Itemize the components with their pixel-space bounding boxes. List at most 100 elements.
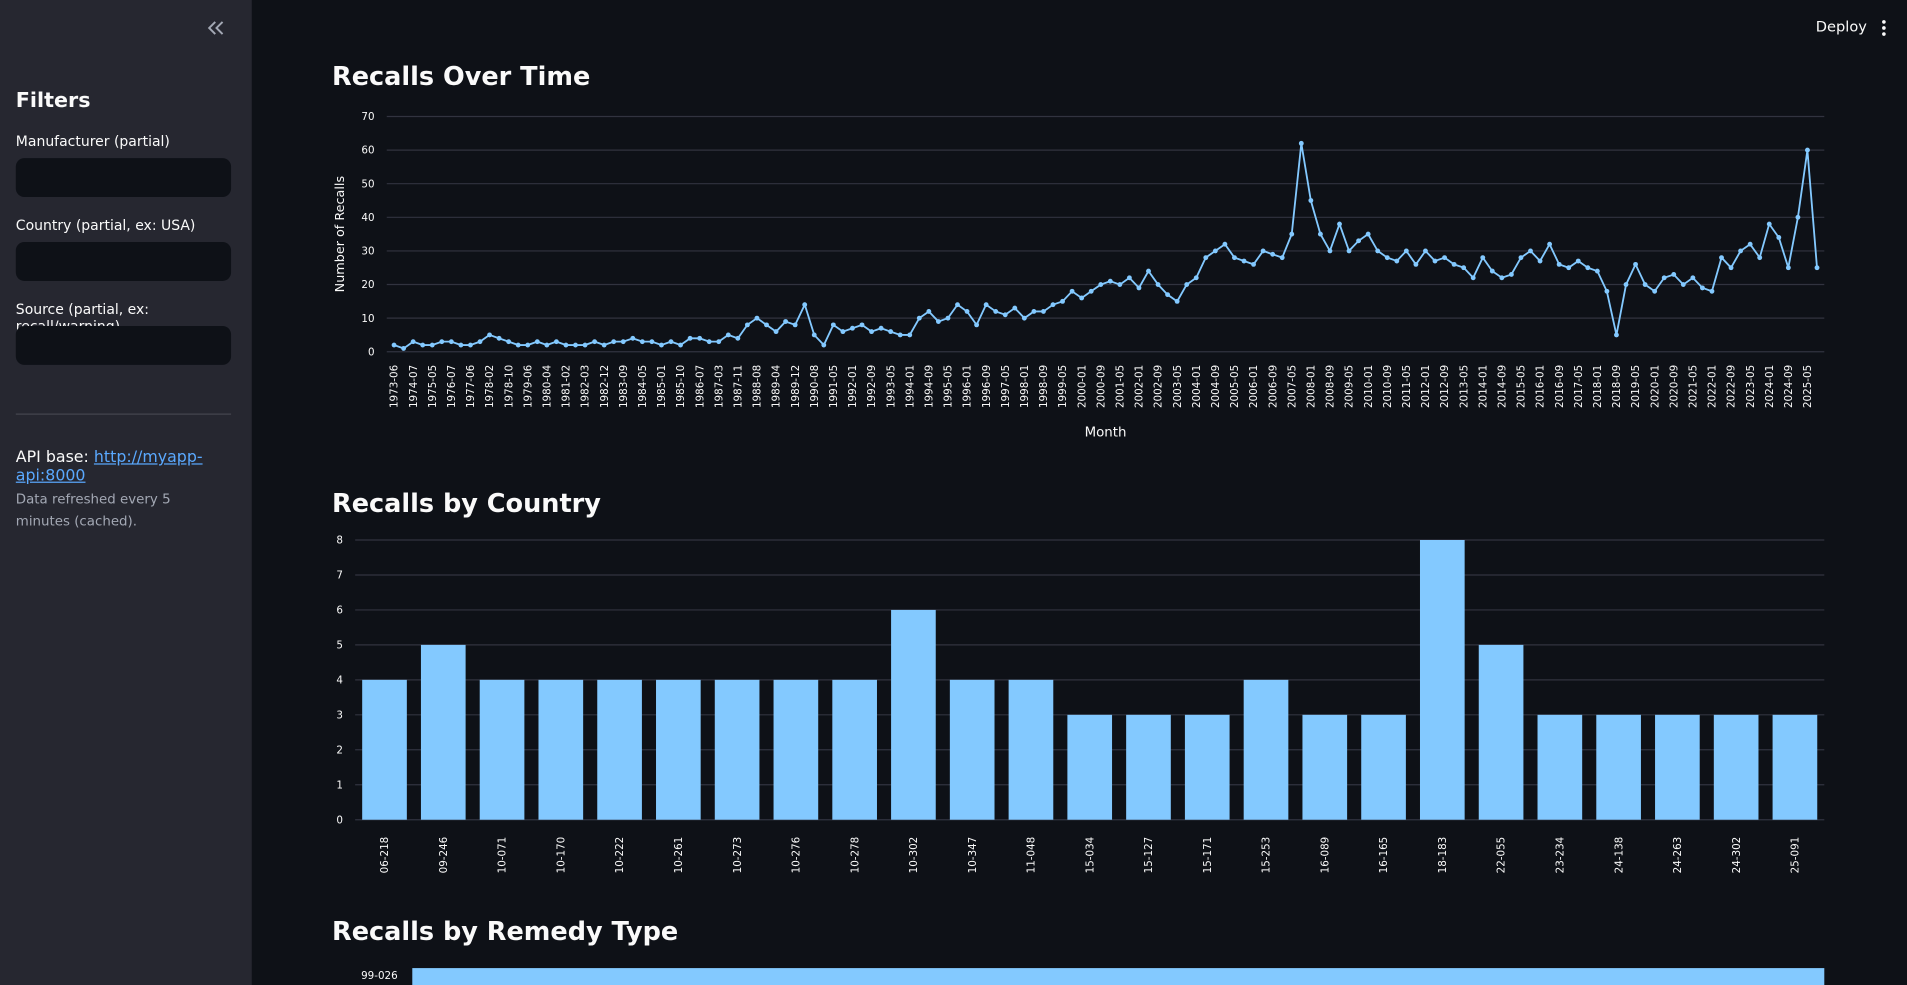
data-point xyxy=(1098,282,1104,287)
data-point xyxy=(916,315,922,321)
x-tick-label: 2013-05 xyxy=(1458,365,1470,408)
data-point xyxy=(1136,285,1142,291)
data-point xyxy=(1126,275,1132,281)
x-tick-label: 23-234 xyxy=(1554,837,1566,874)
x-tick-label: 10-347 xyxy=(967,837,979,874)
x-tick-label: 18-183 xyxy=(1437,837,1449,874)
data-point xyxy=(1423,248,1428,254)
data-point xyxy=(955,302,960,308)
data-point xyxy=(725,332,731,338)
data-point xyxy=(1566,265,1572,271)
data-point xyxy=(1298,140,1304,146)
x-tick-label: 2019-05 xyxy=(1630,365,1642,408)
x-tick-label: 11-048 xyxy=(1026,837,1038,874)
bar xyxy=(1772,714,1818,820)
data-point xyxy=(639,339,645,345)
x-tick-label: 2009-05 xyxy=(1344,365,1356,408)
data-point xyxy=(1442,255,1447,261)
data-point xyxy=(1633,261,1638,267)
x-tick-label: 1979-06 xyxy=(522,365,534,408)
data-point xyxy=(1375,248,1381,254)
chart-title: Recalls by Remedy Type xyxy=(332,917,679,947)
data-point xyxy=(1041,308,1046,314)
data-point xyxy=(1031,308,1037,314)
data-point xyxy=(659,342,664,348)
data-point xyxy=(1537,258,1543,264)
data-point xyxy=(544,342,550,348)
data-point xyxy=(1356,238,1362,244)
x-tick-label: 10-278 xyxy=(849,837,861,874)
data-point xyxy=(792,322,798,328)
data-point xyxy=(935,319,941,324)
x-tick-label: 15-253 xyxy=(1261,837,1273,874)
data-point xyxy=(687,335,693,341)
data-point xyxy=(840,329,846,335)
bar xyxy=(949,679,995,820)
x-tick-label: 2002-09 xyxy=(1153,365,1165,408)
x-tick-label: 2024-09 xyxy=(1783,365,1795,408)
y-tick-label: 0 xyxy=(336,814,343,826)
x-tick-label: 2020-09 xyxy=(1668,365,1680,408)
bar xyxy=(1243,679,1289,820)
x-tick-label: 1974-07 xyxy=(408,365,420,408)
api-link[interactable]: http://myapp-api:8000 xyxy=(15,448,203,486)
x-tick-label: 2008-09 xyxy=(1325,365,1337,408)
data-point xyxy=(764,322,769,328)
data-point xyxy=(1728,265,1734,271)
x-tick-label: 2000-01 xyxy=(1076,365,1088,408)
y-axis-title: Number of Recalls xyxy=(333,176,348,293)
data-point xyxy=(563,342,569,348)
data-point xyxy=(1719,255,1724,261)
collapse-button[interactable] xyxy=(204,17,228,39)
bar xyxy=(1713,714,1759,820)
text-input[interactable] xyxy=(15,242,232,281)
data-point xyxy=(974,322,980,328)
data-point xyxy=(1155,282,1161,287)
data-point xyxy=(1308,198,1314,203)
data-point xyxy=(429,342,435,348)
bar xyxy=(1537,714,1583,820)
x-tick-label: 2022-01 xyxy=(1707,365,1719,408)
data-point xyxy=(573,342,578,348)
data-point xyxy=(582,342,588,348)
x-tick-label: 1992-01 xyxy=(847,365,859,408)
x-tick-label: 2014-01 xyxy=(1477,365,1489,408)
data-point xyxy=(1604,288,1610,294)
y-tick-label: 7 xyxy=(336,570,343,582)
data-point xyxy=(859,322,865,328)
x-tick-label: 1999-05 xyxy=(1057,365,1069,408)
api-label: API base: xyxy=(15,448,89,468)
x-tick-label: 1993-05 xyxy=(885,365,897,408)
x-tick-label: 1996-01 xyxy=(962,365,974,408)
data-point xyxy=(1337,221,1342,227)
y-tick-label: 70 xyxy=(361,111,374,123)
x-tick-label: 1994-01 xyxy=(904,365,916,408)
data-point xyxy=(553,339,559,345)
data-point xyxy=(1021,315,1027,321)
data-point xyxy=(1251,261,1256,267)
x-tick-label: 1978-10 xyxy=(503,365,515,408)
text-input[interactable] xyxy=(15,325,232,365)
line-chart: 0 10 20 30 40 50 60 70 1973-06 1974-07 1975-05 1976… xyxy=(333,111,1825,441)
data-point xyxy=(1107,278,1113,284)
x-tick-label: 09-246 xyxy=(438,837,450,874)
bar xyxy=(538,679,584,820)
data-point xyxy=(802,302,808,308)
refresh-note: Data refreshed every 5 minutes (cached). xyxy=(15,491,171,530)
x-tick-label: 2014-09 xyxy=(1497,365,1509,408)
x-tick-label: 2004-09 xyxy=(1210,365,1222,408)
x-tick-label: 06-218 xyxy=(379,837,391,874)
x-tick-label: 15-171 xyxy=(1202,837,1214,874)
data-point xyxy=(1699,285,1705,291)
data-point xyxy=(630,335,636,341)
data-point xyxy=(1317,231,1323,237)
data-point xyxy=(1709,288,1715,294)
menu-button[interactable] xyxy=(1878,18,1890,37)
data-point xyxy=(897,332,903,338)
data-point xyxy=(1757,255,1763,261)
y-tick-label: 6 xyxy=(336,605,343,617)
text-input[interactable] xyxy=(15,158,232,198)
deploy-button[interactable]: Deploy xyxy=(1815,18,1867,36)
data-point xyxy=(1270,251,1276,257)
